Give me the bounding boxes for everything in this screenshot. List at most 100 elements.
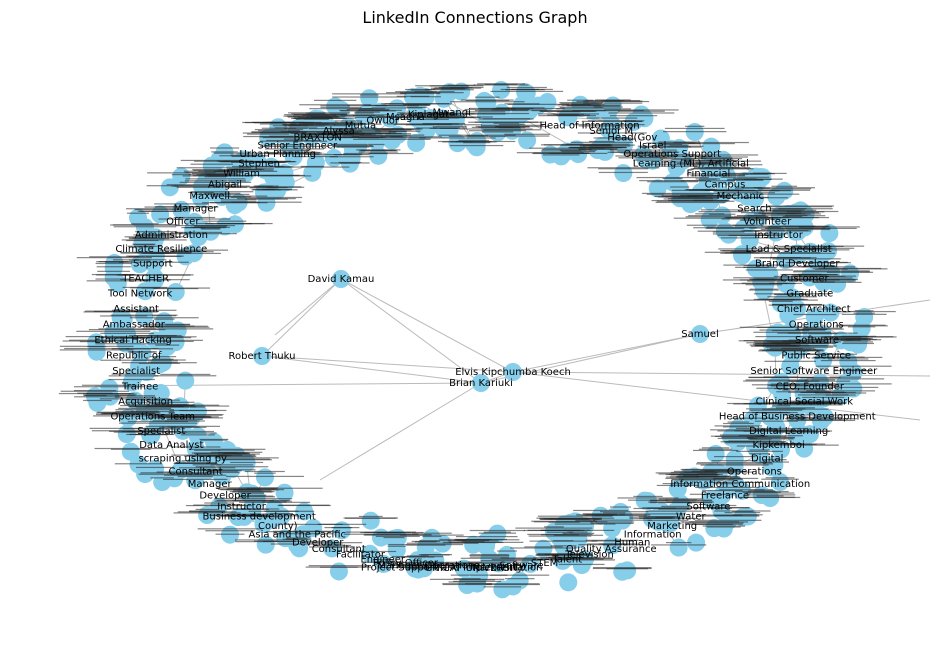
label-clutter xyxy=(740,212,819,214)
label-clutter xyxy=(633,495,663,498)
label-clutter xyxy=(266,151,321,154)
label-clutter xyxy=(690,175,746,177)
label-clutter xyxy=(266,139,322,142)
label-clutter xyxy=(176,404,220,406)
label-clutter xyxy=(695,463,774,465)
node-label: Elvis Kipchumba Koech xyxy=(455,367,571,378)
label-clutter xyxy=(191,226,231,229)
label-clutter xyxy=(93,310,148,313)
label-clutter xyxy=(787,332,858,334)
node-label: Clinical Social Work xyxy=(756,396,854,407)
label-clutter xyxy=(687,164,763,166)
label-clutter xyxy=(749,409,803,411)
label-clutter xyxy=(743,264,769,267)
label-clutter xyxy=(134,208,186,211)
label-clutter xyxy=(481,124,544,126)
label-clutter xyxy=(695,178,721,180)
label-clutter xyxy=(782,215,803,218)
node-label: Climate Resilience xyxy=(115,244,207,255)
node-label: Television xyxy=(564,550,614,561)
label-clutter xyxy=(216,499,290,501)
label-clutter xyxy=(118,422,197,424)
node-label: Manager xyxy=(188,479,233,490)
label-clutter xyxy=(670,186,690,188)
label-clutter xyxy=(504,135,550,137)
label-clutter xyxy=(113,431,187,433)
label-clutter xyxy=(121,239,187,241)
label-clutter xyxy=(710,429,777,431)
label-clutter xyxy=(747,280,783,282)
label-clutter xyxy=(126,212,149,214)
label-clutter xyxy=(647,519,689,521)
label-clutter xyxy=(386,92,464,94)
label-clutter xyxy=(474,121,539,123)
label-clutter xyxy=(65,335,127,338)
label-clutter xyxy=(173,512,241,514)
label-clutter xyxy=(250,186,305,188)
label-clutter xyxy=(157,340,194,343)
label-clutter xyxy=(794,277,853,279)
label-clutter xyxy=(695,161,720,164)
label-clutter xyxy=(153,318,175,320)
label-clutter xyxy=(453,580,502,582)
label-clutter xyxy=(787,380,819,382)
label-clutter xyxy=(346,108,390,111)
label-clutter xyxy=(142,328,214,330)
node-label: David Kamau xyxy=(308,274,375,285)
label-clutter xyxy=(769,282,803,284)
node-label: Campus xyxy=(705,179,746,190)
label-clutter xyxy=(671,478,743,480)
node-label: Marketing xyxy=(647,521,697,532)
graph-node xyxy=(810,373,829,392)
node-label: Manager Operations xyxy=(377,561,479,572)
graph-node xyxy=(303,163,322,182)
label-clutter xyxy=(723,190,757,192)
label-clutter xyxy=(538,113,600,115)
label-clutter xyxy=(179,432,217,434)
label-clutter xyxy=(217,515,271,517)
label-clutter xyxy=(181,460,210,462)
label-clutter xyxy=(362,561,405,563)
label-clutter xyxy=(270,543,324,545)
label-clutter xyxy=(205,530,255,532)
label-clutter xyxy=(750,345,800,347)
label-clutter xyxy=(293,117,345,119)
label-clutter xyxy=(112,224,178,226)
label-clutter xyxy=(714,510,771,512)
label-clutter xyxy=(554,523,616,525)
node-label: Consultant xyxy=(169,466,223,477)
label-clutter xyxy=(371,107,423,109)
label-clutter xyxy=(260,145,329,148)
label-clutter xyxy=(100,315,148,317)
graph-node xyxy=(387,540,406,559)
label-clutter xyxy=(333,131,397,133)
label-clutter xyxy=(238,496,276,498)
label-clutter xyxy=(697,156,748,158)
label-clutter xyxy=(95,262,132,265)
label-clutter xyxy=(819,308,842,310)
label-clutter xyxy=(664,127,725,130)
label-clutter xyxy=(406,106,427,108)
label-clutter xyxy=(118,407,172,410)
label-clutter xyxy=(93,415,164,417)
edge-elvis-thuku xyxy=(261,355,514,373)
label-clutter xyxy=(153,403,188,406)
label-clutter xyxy=(240,492,264,494)
label-clutter xyxy=(278,150,309,152)
label-clutter xyxy=(660,157,706,159)
label-clutter xyxy=(359,94,379,96)
label-clutter xyxy=(706,504,737,507)
node-label: Data Analyst xyxy=(139,440,203,451)
label-clutter xyxy=(717,437,758,440)
label-clutter xyxy=(86,280,149,282)
label-clutter xyxy=(449,563,479,565)
node-label: Operations xyxy=(789,319,844,330)
label-clutter xyxy=(193,225,228,227)
label-clutter xyxy=(396,113,459,116)
label-clutter xyxy=(192,175,244,177)
label-clutter xyxy=(793,270,870,272)
label-clutter xyxy=(406,564,430,566)
label-clutter xyxy=(649,500,713,502)
label-clutter xyxy=(132,359,186,361)
label-clutter xyxy=(329,136,360,138)
